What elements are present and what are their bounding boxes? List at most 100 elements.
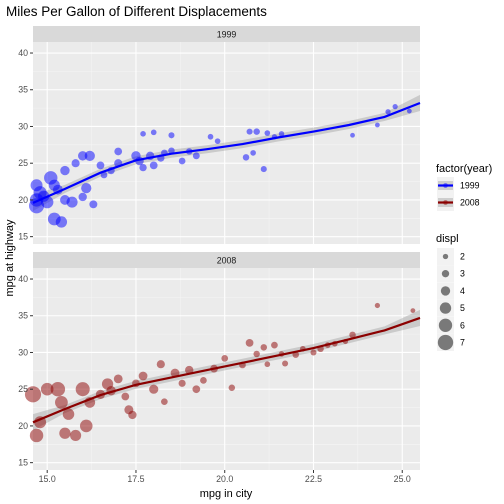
axes: 15 20 25 30 35 40 15 20 25 30 35 40 15.0 17.5 20.0 22.5… <box>18 48 411 484</box>
size-legend-label: 7 <box>460 338 465 348</box>
data-point <box>282 360 289 367</box>
facet-strip <box>33 26 420 42</box>
panel-background <box>33 42 420 244</box>
data-point <box>406 108 412 114</box>
facet-strip <box>33 252 420 268</box>
size-legend-label: 5 <box>460 303 465 313</box>
size-legend-dot <box>439 302 452 314</box>
series-points <box>29 104 412 228</box>
y-tick-label: 25 <box>18 158 28 168</box>
gridlines <box>33 268 420 470</box>
data-point <box>79 419 93 433</box>
data-point <box>149 161 158 170</box>
y-tick-label: 35 <box>18 85 28 95</box>
data-point <box>392 104 398 110</box>
data-point <box>168 132 175 139</box>
data-point <box>55 216 68 228</box>
facet-strip-label: 1999 <box>217 30 237 40</box>
data-point <box>62 408 75 420</box>
color-legend-title: factor(year) <box>436 163 492 175</box>
data-point <box>139 163 147 172</box>
data-point <box>161 398 168 406</box>
x-tick-label: 15.0 <box>39 474 56 484</box>
data-point <box>271 341 278 349</box>
data-point <box>40 382 54 396</box>
data-point <box>59 427 71 439</box>
x-axis-title: mpg in city <box>200 488 253 500</box>
data-point <box>200 377 207 384</box>
y-tick-label: 35 <box>18 311 28 321</box>
color-legend-label: 1999 <box>460 181 480 191</box>
data-point <box>113 374 123 384</box>
data-point <box>374 302 381 309</box>
size-legend-dot <box>438 318 453 332</box>
y-tick-label: 30 <box>18 121 28 131</box>
x-tick-label: 20.0 <box>216 474 233 484</box>
data-point <box>253 350 260 358</box>
data-point <box>221 355 229 362</box>
data-point <box>260 166 267 173</box>
data-point <box>242 154 250 161</box>
facet-panel-1999: 1999 <box>29 26 421 244</box>
y-tick-label: 40 <box>18 48 28 58</box>
data-point <box>214 138 221 144</box>
data-point <box>60 165 70 176</box>
x-tick-label: 22.5 <box>305 474 322 484</box>
data-point <box>77 151 88 161</box>
y-tick-label: 30 <box>18 347 28 357</box>
smooth-line <box>32 316 421 424</box>
data-point <box>260 344 268 351</box>
data-point <box>178 157 186 165</box>
size-legend-label: 3 <box>460 269 465 279</box>
data-point <box>264 130 271 136</box>
data-point <box>410 308 416 314</box>
y-tick-label: 40 <box>18 274 28 284</box>
y-tick-label: 15 <box>18 232 28 242</box>
data-point <box>192 152 200 160</box>
facet-panel-2008: 2008 <box>24 252 421 470</box>
size-legend-dot <box>437 334 454 351</box>
panel-background <box>33 268 420 470</box>
data-point <box>55 396 68 409</box>
data-point <box>310 349 317 356</box>
data-point <box>114 147 123 156</box>
data-point <box>96 161 105 170</box>
smooth-line <box>32 101 421 204</box>
data-point <box>89 200 98 209</box>
data-point <box>264 361 271 368</box>
y-tick-label: 20 <box>18 195 28 205</box>
size-legend-dot <box>442 253 449 260</box>
series-points <box>24 302 416 443</box>
color-legend-label: 2008 <box>460 198 480 208</box>
data-point <box>50 381 66 397</box>
color-legend-dot <box>443 183 448 188</box>
chart-title: Miles Per Gallon of Different Displaceme… <box>6 4 267 19</box>
y-tick-label: 20 <box>18 421 28 431</box>
color-legend-dot <box>443 200 448 205</box>
data-point <box>66 196 78 208</box>
facet-strip-label: 2008 <box>217 256 237 266</box>
data-point <box>128 410 137 420</box>
data-point <box>192 385 201 394</box>
data-point <box>150 129 157 136</box>
data-point <box>70 429 82 442</box>
facet-panels: 1999 2008 <box>24 26 421 470</box>
data-point <box>250 150 256 156</box>
gridlines <box>33 42 420 244</box>
data-point <box>100 171 108 179</box>
data-point <box>185 365 194 375</box>
size-legend-label: 6 <box>460 320 465 330</box>
data-point <box>121 392 130 401</box>
data-point <box>207 133 214 140</box>
y-tick-label: 25 <box>18 384 28 394</box>
size-legend-title: displ <box>436 233 459 245</box>
data-point <box>71 159 80 168</box>
data-point <box>253 128 260 135</box>
data-point <box>168 147 175 154</box>
data-point <box>81 183 92 194</box>
x-tick-label: 17.5 <box>127 474 144 484</box>
x-tick-label: 25.0 <box>394 474 411 484</box>
data-point <box>78 192 87 202</box>
